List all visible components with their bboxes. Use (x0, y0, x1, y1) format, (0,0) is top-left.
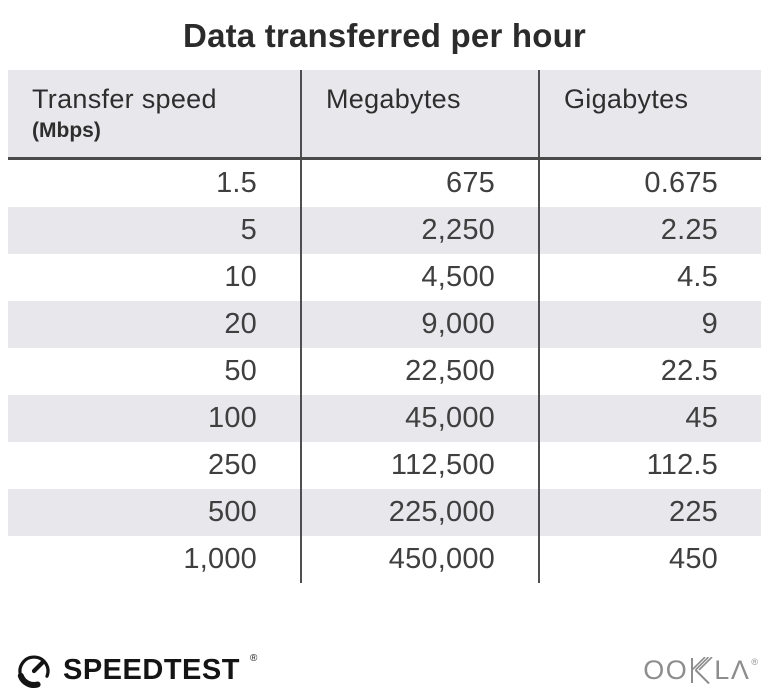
speed-cell: 10 (8, 254, 302, 301)
page-title: Data transferred per hour (183, 17, 586, 54)
footer: SPEEDTEST ® OO LΛ ® (14, 650, 758, 690)
data-table: Transfer speed (Mbps) Megabytes Gigabyte… (8, 70, 761, 583)
table-row: 20 9,000 9 (8, 301, 761, 348)
megabytes-cell: 22,500 (302, 348, 540, 395)
speed-cell: 100 (8, 395, 302, 442)
gigabytes-cell: 4.5 (677, 261, 718, 293)
ookla-oo-letters: OO (643, 655, 689, 685)
megabytes-cell: 9,000 (302, 301, 540, 348)
speedometer-gauge-icon (17, 655, 50, 688)
speed-cell: 20 (8, 301, 302, 348)
speed-cell: 5 (8, 207, 302, 254)
gigabytes-cell: 112.5 (646, 449, 718, 481)
speedtest-logo: SPEEDTEST ® (14, 650, 258, 690)
gigabytes-cell: 9 (701, 308, 718, 340)
registered-trademark-icon: ® (249, 652, 258, 664)
table-row: 100 45,000 45 (8, 395, 761, 442)
header-transfer-speed-unit: (Mbps) (32, 119, 101, 142)
table-row: 50 22,500 22.5 (8, 348, 761, 395)
gigabytes-cell: 0.675 (644, 167, 718, 199)
ookla-la-letters: LΛ (714, 655, 751, 685)
header-megabytes-label: Megabytes (326, 84, 461, 114)
speed-cell: 1.5 (8, 160, 302, 207)
header-gigabytes: Gigabytes (540, 70, 761, 157)
gigabytes-cell: 2.25 (660, 214, 718, 246)
header-transfer-speed: Transfer speed (Mbps) (8, 70, 302, 157)
megabytes-cell: 2,250 (302, 207, 540, 254)
gigabytes-cell: 45 (685, 402, 718, 434)
speedtest-wordmark: SPEEDTEST (63, 653, 240, 686)
megabytes-cell: 4,500 (302, 254, 540, 301)
megabytes-cell: 450,000 (302, 536, 540, 583)
header-megabytes: Megabytes (302, 70, 540, 157)
header-transfer-speed-label: Transfer speed (32, 84, 217, 114)
megabytes-cell: 45,000 (302, 395, 540, 442)
table-row: 500 225,000 225 (8, 489, 761, 536)
ookla-hatched-k-icon (691, 657, 713, 684)
ookla-logo: OO LΛ ® (643, 655, 758, 690)
table-row: 5 2,250 2.25 (8, 207, 761, 254)
table-row: 250 112,500 112.5 (8, 442, 761, 489)
speed-cell: 250 (8, 442, 302, 489)
table-row: 1,000 450,000 450 (8, 536, 761, 583)
table-header-row: Transfer speed (Mbps) Megabytes Gigabyte… (8, 70, 761, 160)
speed-cell: 500 (8, 489, 302, 536)
gigabytes-cell: 225 (669, 496, 718, 528)
table-body: 1.5 675 0.675 5 2,250 2.25 10 4,500 4.5 20 9,000 9 5… (8, 160, 761, 583)
gigabytes-cell: 22.5 (660, 355, 718, 387)
table-row: 1.5 675 0.675 (8, 160, 761, 207)
speed-cell: 1,000 (8, 536, 302, 583)
megabytes-cell: 225,000 (302, 489, 540, 536)
speed-cell: 50 (8, 348, 302, 395)
megabytes-cell: 675 (302, 160, 540, 207)
megabytes-cell: 112,500 (302, 442, 540, 489)
table-row: 10 4,500 4.5 (8, 254, 761, 301)
header-gigabytes-label: Gigabytes (564, 84, 689, 114)
gigabytes-cell: 450 (669, 543, 718, 575)
ookla-trademark-icon: ® (751, 656, 758, 667)
